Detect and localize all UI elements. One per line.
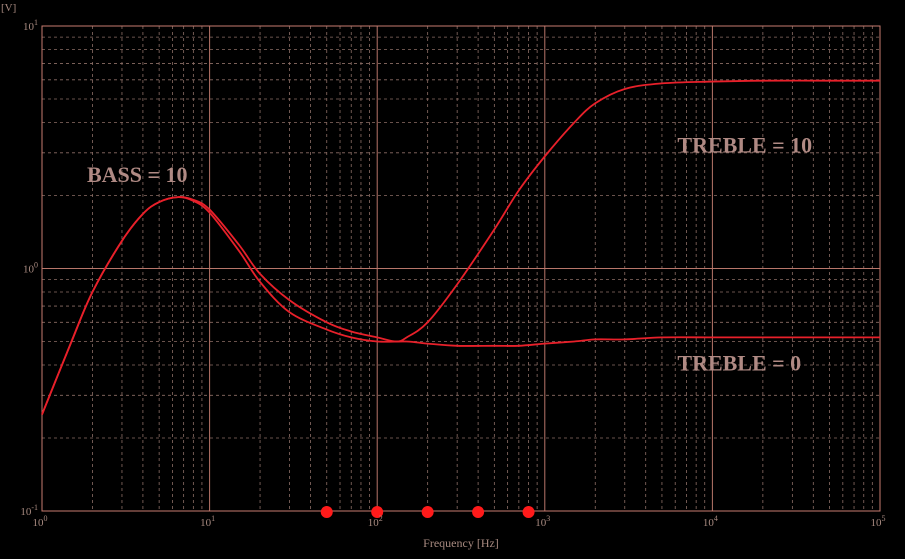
frequency-marker <box>320 506 333 518</box>
y-tick-label: 100 <box>23 261 38 276</box>
annotation-label-3: TREBLE = 0 <box>677 350 801 375</box>
x-tick-label: 105 <box>871 514 886 529</box>
frequency-marker <box>421 506 434 518</box>
series-line-2 <box>41 79 880 415</box>
annotation-label-1: BASS = 10 <box>87 162 188 187</box>
x-axis-label: Frequency [Hz] <box>423 536 499 550</box>
marker-layer <box>320 506 535 518</box>
x-tick-label: 101 <box>200 514 215 529</box>
x-tick-label: 102 <box>368 514 383 529</box>
frequency-marker <box>371 506 384 518</box>
y-tick-label: 101 <box>23 18 38 33</box>
y-tick-label: 10-1 <box>20 503 38 518</box>
plot-frame <box>41 25 881 512</box>
frequency-marker <box>472 506 485 518</box>
annotations: BASS = 10 TREBLE = 10 TREBLE = 0 <box>87 132 812 375</box>
x-tick-label: 103 <box>535 514 550 529</box>
series-layer <box>41 79 880 415</box>
frequency-marker <box>522 506 535 518</box>
x-tick-label: 104 <box>703 514 718 529</box>
grid-major <box>42 26 880 511</box>
annotation-label-2: TREBLE = 10 <box>677 132 812 157</box>
x-tick-label: 100 <box>33 514 48 529</box>
y-axis-label: [V] <box>1 2 16 14</box>
